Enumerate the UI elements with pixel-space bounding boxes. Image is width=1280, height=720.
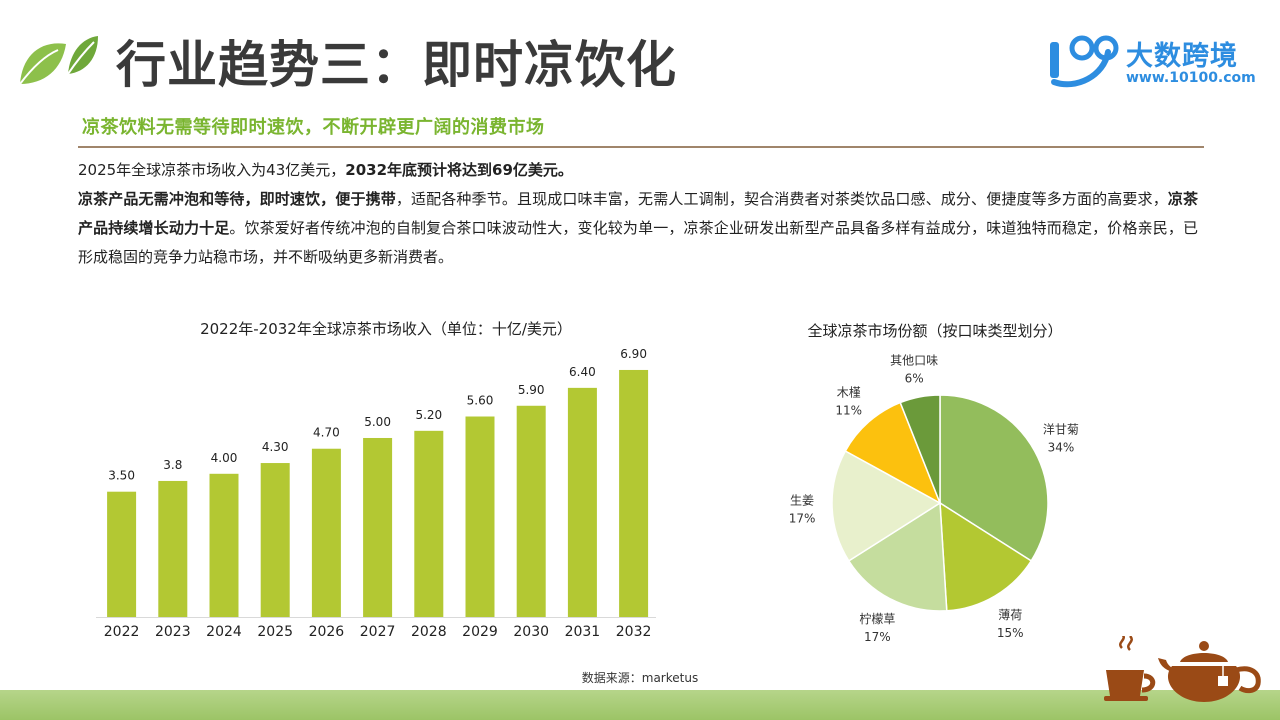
body-paragraph-1: 2025年全球凉茶市场收入为43亿美元，2032年底预计将达到69亿美元。 <box>78 156 1198 185</box>
bar-tick-label: 2029 <box>462 624 498 640</box>
bar-value-label: 6.90 <box>620 347 647 361</box>
bar-2030 <box>516 405 546 617</box>
bar-value-label: 5.60 <box>467 394 494 408</box>
footer-band <box>0 690 1280 720</box>
body-p1-a: 2025年全球凉茶市场收入为43亿美元， <box>78 161 346 179</box>
pie-slice-5 <box>899 394 941 504</box>
bar-2026 <box>311 448 341 617</box>
bar-2024 <box>209 473 239 617</box>
bar-tick-label: 2025 <box>257 624 293 640</box>
bar-2028 <box>414 430 444 617</box>
body-p2-a: 凉茶产品无需冲泡和等待，即时速饮，便于携带 <box>78 190 396 208</box>
pie-slice-percent: 15% <box>997 626 1024 640</box>
divider <box>78 146 1204 148</box>
bar-value-label: 5.90 <box>518 383 545 397</box>
bar-value-label: 6.40 <box>569 365 596 379</box>
body-p2-d: 。饮茶爱好者传统冲泡的自制复合茶口味波动性大，变化较为单一，凉茶企业研发出新型产… <box>78 219 1198 266</box>
bar-value-label: 4.30 <box>262 440 289 454</box>
bar-2022 <box>107 491 137 617</box>
bar-tick-label: 2023 <box>155 624 191 640</box>
bar-tick-label: 2030 <box>513 624 549 640</box>
leaf-logo-icon <box>19 36 98 85</box>
bar-tick-label: 2027 <box>360 624 396 640</box>
data-source: 数据来源：marketus <box>581 671 699 685</box>
bar-chart-title: 2022年-2032年全球凉茶市场收入（单位：十亿/美元） <box>200 320 572 338</box>
pie-slice-1 <box>939 501 1033 612</box>
page-title: 行业趋势三：即时凉饮化 <box>116 36 677 94</box>
body-p2-b: ，适配各种季节。且现成口味丰富，无需人工调制，契合消费者对茶类饮品口感、成分、便… <box>395 190 1168 208</box>
pie-slice-percent: 11% <box>835 403 862 417</box>
brand-name: 大数跨境 <box>1126 41 1238 72</box>
pie-chart: 洋甘菊 34% 薄荷 15% 柠檬草 17% 生姜 17% 木槿 11% 其他口味 6% <box>789 353 1079 644</box>
bar-tick-label: 2024 <box>206 624 242 640</box>
pie-slice-2 <box>847 501 948 612</box>
bar-2029 <box>465 416 495 617</box>
bar-value-label: 3.50 <box>108 469 135 483</box>
bar-value-label: 3.8 <box>163 458 182 472</box>
pie-slice-label: 木槿 <box>837 385 861 399</box>
pie-slice-percent: 6% <box>905 371 924 385</box>
bar-2027 <box>363 437 393 617</box>
bar-tick-label: 2031 <box>565 624 601 640</box>
page-subtitle: 凉茶饮料无需等待即时速饮，不断开辟更广阔的消费市场 <box>82 117 545 138</box>
pie-slice-3 <box>831 449 942 562</box>
bar-tick-label: 2032 <box>616 624 652 640</box>
teapot-cup-icon <box>1104 636 1261 702</box>
pie-slice-label: 薄荷 <box>998 607 1022 622</box>
brand-logo: 大数跨境 www.10100.com <box>1046 32 1256 92</box>
bar-value-label: 4.00 <box>211 451 238 465</box>
bar-tick-label: 2028 <box>411 624 447 640</box>
pie-slice-label: 洋甘菊 <box>1043 422 1079 437</box>
pie-slice-percent: 17% <box>789 511 816 525</box>
pie-slice-percent: 34% <box>1048 441 1075 455</box>
bar-2025 <box>260 463 290 617</box>
bar-2031 <box>567 387 597 617</box>
pie-chart-title: 全球凉茶市场份额（按口味类型划分） <box>807 322 1063 340</box>
bar-value-label: 5.20 <box>415 408 442 422</box>
pie-slice-percent: 17% <box>864 630 891 644</box>
bar-tick-label: 2022 <box>104 624 140 640</box>
pie-slice-label: 其他口味 <box>890 353 938 367</box>
body-p2-c: 凉茶产品持续增长动力十足 <box>78 190 1198 237</box>
bar-tick-label: 2026 <box>309 624 345 640</box>
bar-2032 <box>619 369 649 617</box>
body-text: 2025年全球凉茶市场收入为43亿美元，2032年底预计将达到69亿美元。 凉茶… <box>78 156 1198 272</box>
bar-2023 <box>158 480 188 617</box>
brand-logo-icon <box>1050 35 1119 88</box>
body-paragraph-2: 凉茶产品无需冲泡和等待，即时速饮，便于携带，适配各种季节。且现成口味丰富，无需人… <box>78 185 1198 272</box>
bar-chart: 3.50 2022 3.8 2023 4.00 2024 4.30 2025 4.70 2026 5… <box>96 347 656 640</box>
bar-value-label: 4.70 <box>313 426 340 440</box>
body-p1-b: 2032年底预计将达到69亿美元。 <box>345 161 573 179</box>
pie-slice-label: 生姜 <box>790 493 814 507</box>
pie-slice-label: 柠檬草 <box>859 611 895 626</box>
pie-slice-4 <box>844 401 942 505</box>
bar-value-label: 5.00 <box>364 415 391 429</box>
brand-url[interactable]: www.10100.com <box>1126 70 1256 86</box>
